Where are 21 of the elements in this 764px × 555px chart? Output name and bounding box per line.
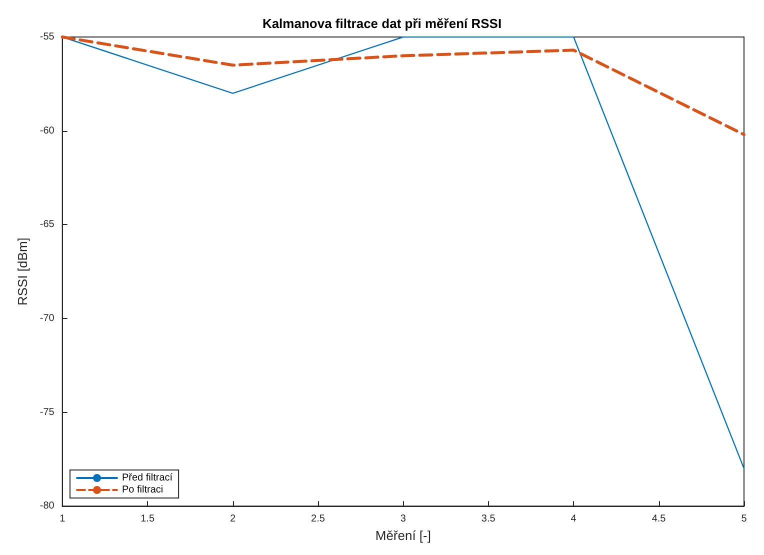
legend-label: Po filtraci [122, 484, 164, 496]
y-tick-label: -70 [40, 312, 55, 324]
x-tick-label: 3 [400, 514, 406, 525]
y-axis-title: RSSI [dBm] [15, 238, 30, 306]
y-tick-label: -60 [40, 125, 55, 136]
line-series [60, 36, 746, 136]
x-tick-label: 1.5 [140, 514, 155, 525]
legend-label: Před filtrací [122, 472, 173, 484]
y-tick-label: -65 [40, 219, 55, 230]
chart-title: Kalmanova filtrace dat při měření RSSI [262, 16, 502, 31]
x-tick-label: 2 [230, 514, 236, 525]
y-tick-label: -75 [40, 406, 55, 418]
x-tick-label: 1 [60, 514, 66, 525]
x-tick-label: 4 [570, 514, 577, 525]
x-tick-label: 5 [741, 514, 748, 525]
y-tick-label: -55 [40, 32, 55, 42]
y-tick-label: -80 [40, 500, 55, 512]
x-tick-label: 4.5 [652, 514, 666, 525]
x-tick-label: 3.5 [481, 514, 496, 525]
x-axis-title: Měření [-] [375, 528, 431, 543]
x-tick-label: 2.5 [311, 514, 326, 525]
